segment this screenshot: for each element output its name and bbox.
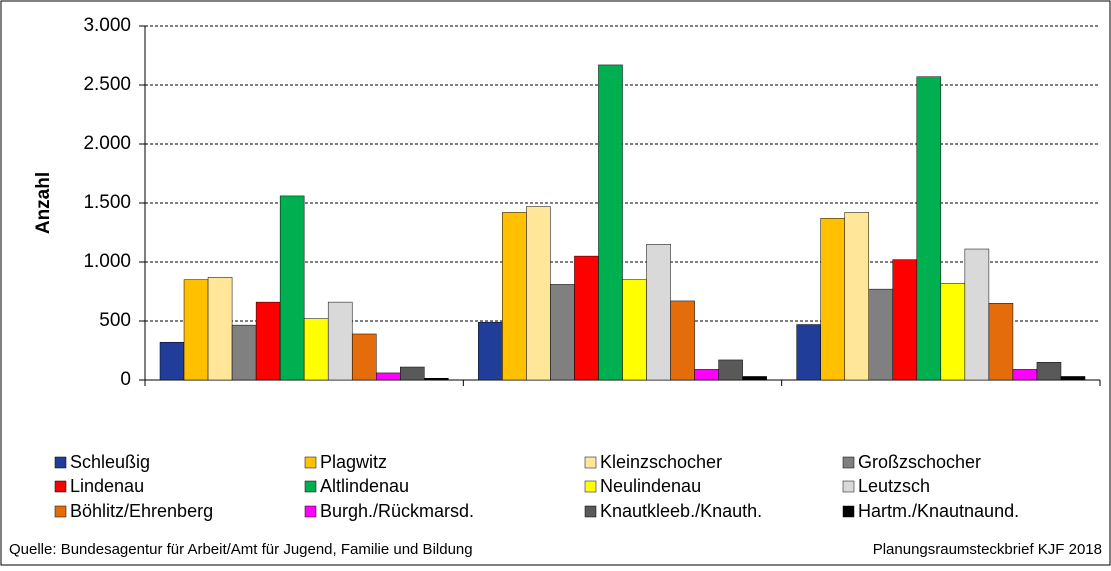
bar	[670, 300, 695, 381]
bar	[550, 284, 575, 381]
legend-label: Knautkleeb./Knauth.	[600, 501, 762, 521]
legend-label: Schleußig	[70, 452, 150, 472]
legend-label: Plagwitz	[320, 452, 387, 472]
bar	[646, 244, 671, 381]
legend-swatch	[842, 505, 855, 518]
y-tick-label: 2.500	[83, 74, 131, 95]
legend-label: Lindenau	[70, 476, 144, 496]
legend-swatch	[54, 456, 67, 469]
bar	[742, 376, 767, 381]
legend-label: Neulindenau	[600, 476, 701, 496]
bar	[207, 277, 233, 381]
y-tick-label: 1.000	[83, 251, 131, 272]
legend-label: Großzschocher	[858, 452, 981, 472]
y-axis-label: Anzahl	[33, 172, 54, 234]
bar	[988, 303, 1014, 381]
bar	[598, 64, 623, 381]
legend-swatch	[54, 505, 67, 518]
bar	[376, 372, 401, 381]
legend-swatch	[842, 480, 855, 493]
bar	[964, 248, 990, 381]
bar	[940, 282, 966, 381]
bar	[844, 212, 870, 381]
bar	[718, 359, 743, 381]
legend-swatch	[304, 480, 317, 493]
bar	[255, 301, 281, 381]
bar	[478, 321, 503, 381]
legend-swatch	[584, 505, 597, 518]
bar	[424, 377, 449, 381]
bar	[574, 255, 599, 381]
bar	[502, 212, 527, 381]
bar	[159, 341, 185, 381]
legend-swatch	[584, 456, 597, 469]
legend-label: Kleinzschocher	[600, 452, 722, 472]
legend-swatch	[304, 505, 317, 518]
bar	[1060, 376, 1086, 381]
y-tick-label: 2.000	[83, 133, 131, 154]
bar	[303, 318, 329, 381]
legend-label: Hartm./Knautnaund.	[858, 501, 1019, 521]
legend-swatch	[584, 480, 597, 493]
bar	[622, 279, 647, 381]
bar	[400, 366, 425, 381]
bar	[327, 301, 353, 381]
legend-label: Altlindenau	[320, 476, 409, 496]
bar	[694, 369, 719, 381]
legend-label: Böhlitz/Ehrenberg	[70, 501, 213, 521]
legend-label: Leutzsch	[858, 476, 930, 496]
bar	[796, 324, 821, 381]
bar	[1036, 362, 1062, 381]
bar	[868, 288, 894, 381]
legend-label: Burgh./Rückmarsd.	[320, 501, 474, 521]
legend-swatch	[54, 480, 67, 493]
bar	[1012, 369, 1038, 381]
bar	[526, 206, 551, 381]
bar	[231, 324, 257, 381]
source-note: Quelle: Bundesagentur für Arbeit/Amt für…	[9, 541, 473, 558]
credit-note: Planungsraumsteckbrief KJF 2018	[873, 541, 1102, 558]
legend-swatch	[304, 456, 317, 469]
bar	[183, 279, 209, 381]
bar	[916, 76, 942, 381]
bar	[820, 218, 845, 381]
y-tick-label: 500	[99, 310, 131, 331]
y-tick-label: 3.000	[83, 15, 131, 36]
bar	[279, 195, 305, 381]
y-tick-label: 1.500	[83, 192, 131, 213]
legend-swatch	[842, 456, 855, 469]
bar	[892, 259, 918, 381]
y-tick-label: 0	[120, 369, 131, 390]
bar	[351, 333, 377, 381]
